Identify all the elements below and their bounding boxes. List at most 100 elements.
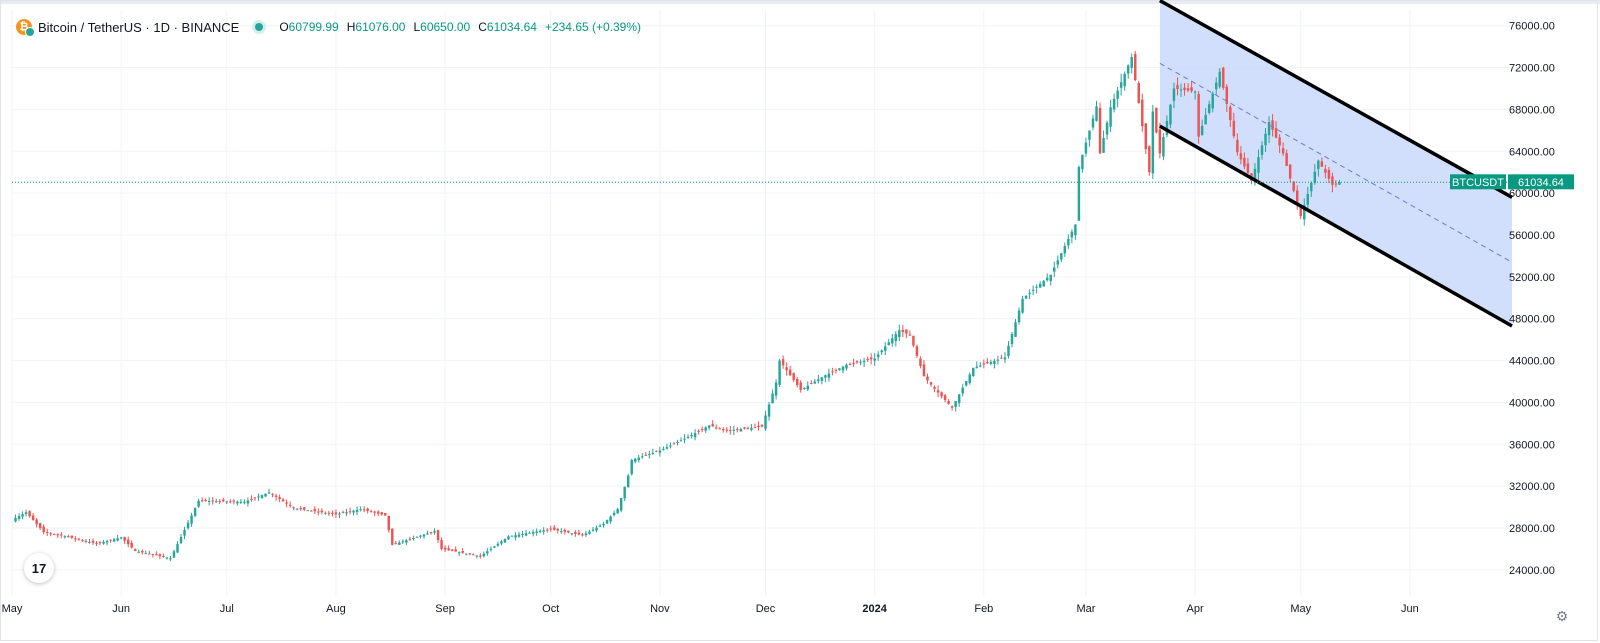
high-label: H: [346, 20, 356, 34]
candle-down: [986, 361, 989, 364]
candle-up: [591, 529, 595, 531]
candle-up: [1116, 90, 1119, 99]
candle-up: [457, 552, 461, 554]
candle-up: [813, 381, 817, 384]
candle-up: [112, 539, 116, 542]
candle-up: [264, 493, 267, 497]
symbol-title[interactable]: Bitcoin / TetherUS · 1D · BINANCE: [38, 19, 240, 35]
candle-up: [750, 427, 753, 430]
candle-up: [1056, 260, 1060, 265]
channel-mid-line: [1159, 62, 1513, 263]
candle-up: [602, 523, 605, 526]
candle-down: [123, 537, 126, 541]
candle-down: [711, 424, 714, 427]
candle-down: [869, 357, 873, 360]
candle-down: [926, 376, 929, 381]
candle-up: [1306, 193, 1310, 205]
candle-down: [222, 499, 225, 502]
candle-down: [468, 553, 471, 555]
close-value: 61034.64: [486, 20, 537, 34]
candle-down: [45, 531, 49, 533]
candle-up: [774, 382, 778, 396]
candle-up: [894, 334, 898, 342]
candle-up: [186, 522, 190, 529]
candle-down: [1148, 146, 1151, 173]
x-tick-label: Mar: [1076, 603, 1095, 615]
x-tick-label: 2024: [862, 603, 887, 615]
candle-up: [352, 510, 355, 513]
candle-down: [369, 511, 373, 513]
candle-up: [1151, 111, 1155, 174]
candle-up: [542, 530, 545, 532]
candle-up: [1102, 138, 1105, 153]
candle-up: [827, 373, 831, 378]
candle-down: [31, 515, 35, 521]
candle-up: [626, 475, 630, 488]
candle-up: [1060, 253, 1063, 260]
candle-down: [229, 501, 232, 503]
candle-up: [1169, 104, 1172, 125]
candle-up: [1162, 137, 1165, 157]
candle-up: [1031, 289, 1035, 291]
candle-up: [482, 553, 486, 557]
candle-up: [570, 533, 574, 535]
candle-up: [880, 350, 883, 353]
ohlc-readout: O60799.99 H61076.00 L60650.00 C61034.64 …: [279, 20, 641, 34]
candle-down: [1098, 107, 1102, 154]
candle-up: [996, 359, 1000, 361]
candle-up: [1024, 295, 1028, 299]
candle-down: [317, 511, 320, 513]
candle-down: [218, 501, 221, 503]
candle-down: [1236, 139, 1239, 153]
candle-down: [644, 454, 648, 456]
candle-down: [672, 443, 676, 445]
candle-up: [398, 542, 401, 545]
candle-up: [824, 375, 827, 378]
candle-down: [77, 538, 81, 540]
candle-down: [795, 379, 799, 385]
candle-up: [464, 553, 468, 555]
candle-down: [725, 429, 729, 431]
tradingview-logo-icon[interactable]: 17: [24, 553, 54, 583]
y-tick-label: 76000.00: [1509, 21, 1555, 33]
candle-down: [200, 500, 204, 502]
candle-up: [612, 512, 616, 516]
candle-down: [1137, 82, 1140, 104]
candle-up: [859, 361, 862, 363]
candle-up: [1042, 280, 1045, 287]
candle-up: [538, 530, 542, 533]
candle-up: [891, 338, 894, 344]
candle-down: [912, 335, 915, 346]
candle-up: [355, 509, 359, 513]
candle-down: [232, 500, 236, 502]
candle-down: [98, 542, 102, 544]
y-tick-label: 52000.00: [1509, 272, 1555, 284]
candle-up: [433, 531, 436, 533]
y-tick-label: 48000.00: [1509, 314, 1555, 326]
candle-up: [1053, 267, 1056, 272]
candle-up: [605, 520, 609, 524]
candle-up: [324, 512, 327, 514]
candle-down: [810, 383, 813, 385]
candle-up: [634, 458, 637, 462]
settings-gear-icon[interactable]: ⚙: [1555, 608, 1569, 624]
candle-down: [545, 529, 549, 531]
candle-up: [475, 555, 479, 557]
candle-up: [1313, 171, 1317, 183]
y-tick-label: 32000.00: [1509, 481, 1555, 493]
candle-down: [1334, 183, 1338, 185]
candle-up: [260, 495, 264, 499]
candle-up: [1049, 274, 1052, 281]
candle-up: [63, 536, 67, 538]
candle-down: [1229, 106, 1232, 121]
y-tick-label: 36000.00: [1509, 439, 1555, 451]
candle-up: [528, 532, 531, 534]
candle-up: [1126, 65, 1130, 74]
candle-down: [320, 510, 324, 513]
candle-up: [820, 377, 824, 381]
candle-down: [1183, 87, 1186, 91]
candle-down: [950, 406, 954, 408]
candle-up: [1081, 154, 1084, 170]
candle-down: [429, 531, 433, 533]
